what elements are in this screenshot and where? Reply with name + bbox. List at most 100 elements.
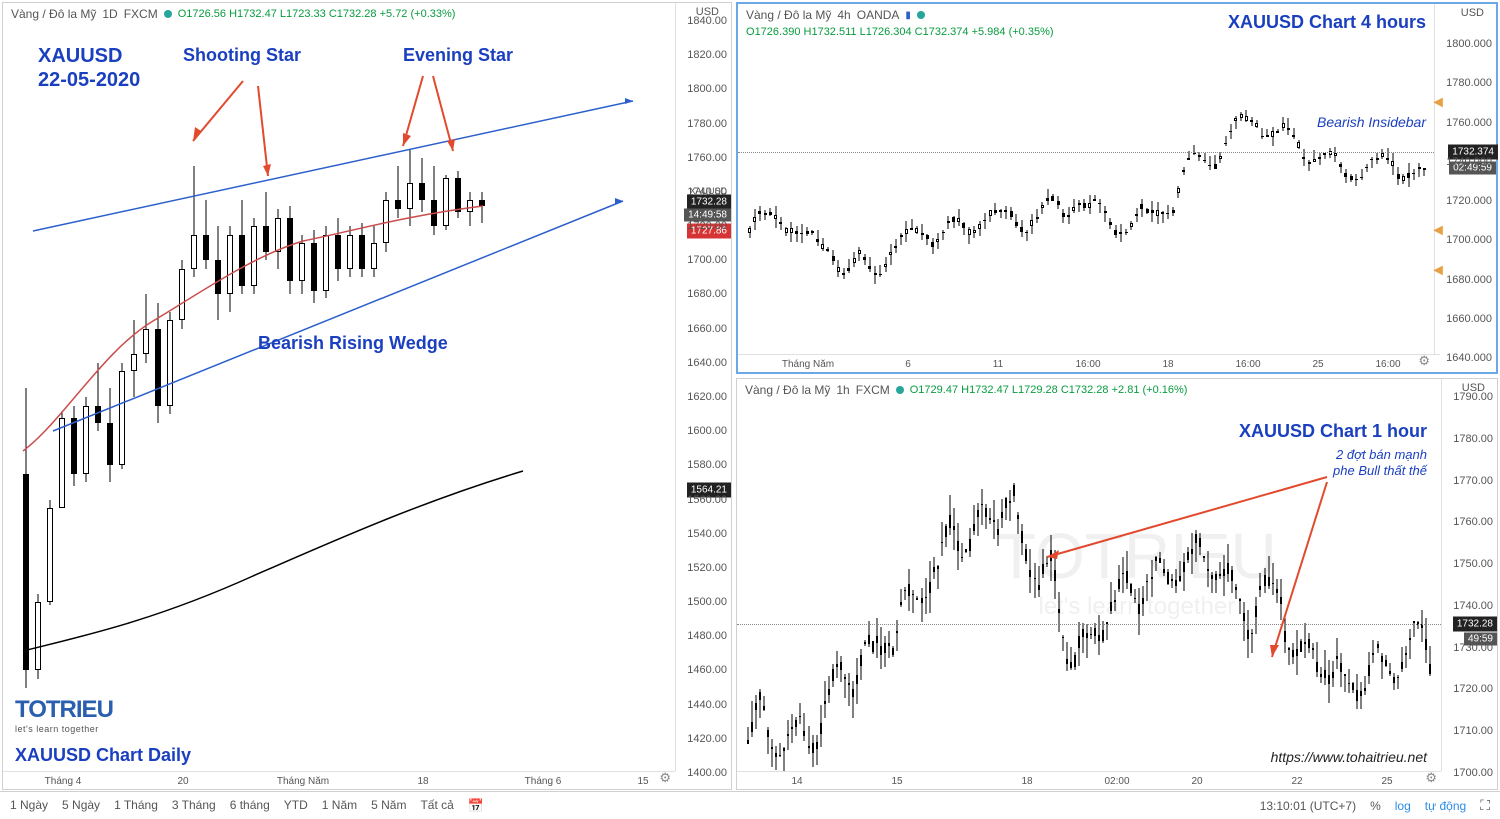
- h4-title: XAUUSD Chart 4 hours: [1228, 12, 1426, 33]
- y-tick: 1720.00: [687, 220, 727, 232]
- y-tick: 1770.00: [1453, 475, 1493, 487]
- h4-price-line: [738, 152, 1434, 153]
- h1-price-main: 1732.28: [1453, 617, 1497, 632]
- y-tick: 1730.00: [1453, 642, 1493, 654]
- y-tick: 1400.00: [687, 767, 727, 779]
- y-tick: 1540.00: [687, 528, 727, 540]
- h4-settings-gear-icon[interactable]: ⚙: [1418, 353, 1430, 369]
- daily-timeframe: 1D: [102, 7, 117, 21]
- x-tick: Tháng Năm: [277, 776, 329, 787]
- marker-icon: ◄: [1430, 262, 1446, 280]
- daily-settings-gear-icon[interactable]: ⚙: [659, 770, 671, 786]
- daily-header: Vàng / Đô la Mỹ 1D FXCM O1726.56 H1732.4…: [11, 7, 455, 21]
- y-tick: 1580.00: [687, 459, 727, 471]
- daily-candle-area[interactable]: [3, 21, 675, 771]
- y-tick: 1740.000: [1446, 156, 1492, 168]
- y-tick: 1740.00: [687, 186, 727, 198]
- logo: TOTRIEU let's learn together: [15, 696, 113, 734]
- timeframe-option[interactable]: 3 Tháng: [172, 798, 216, 814]
- x-tick: 14: [791, 776, 802, 787]
- footer-auto[interactable]: tự động: [1425, 799, 1466, 813]
- daily-shooting-star: Shooting Star: [183, 45, 301, 66]
- y-tick: 1700.00: [687, 254, 727, 266]
- daily-evening-star: Evening Star: [403, 45, 513, 66]
- marker-icon: ◄: [1430, 94, 1446, 112]
- h1-price-line: [737, 624, 1441, 625]
- calendar-icon[interactable]: 📅: [468, 798, 484, 814]
- footer-clock: 13:10:01 (UTC+7): [1260, 799, 1356, 813]
- x-tick: 25: [1381, 776, 1392, 787]
- h4-chart-panel: Vàng / Đô la Mỹ 4h OANDA ▮ O1726.390 H17…: [736, 2, 1498, 374]
- x-tick: 18: [1162, 359, 1173, 370]
- h1-ohlc: O1729.47 H1732.47 L1729.28 C1732.28 +2.8…: [910, 384, 1188, 396]
- footer-bar: 1 Ngày 5 Ngày 1 Tháng 3 Tháng 6 tháng YTD 1 Nă…: [0, 791, 1500, 819]
- y-tick: 1560.00: [687, 494, 727, 506]
- y-tick: 1820.00: [687, 49, 727, 61]
- y-tick: 1720.000: [1446, 195, 1492, 207]
- h1-timeframe: 1h: [836, 383, 849, 397]
- fullscreen-icon[interactable]: ⛶: [1480, 797, 1490, 814]
- x-tick: 18: [417, 776, 428, 787]
- marker-icon: ◄: [1430, 222, 1446, 240]
- h4-insidebar: Bearish Insidebar: [1317, 114, 1426, 130]
- daily-chart-panel: Vàng / Đô la Mỹ 1D FXCM O1726.56 H1732.4…: [2, 2, 732, 790]
- daily-x-axis: Tháng 420Tháng Năm18Tháng 615: [3, 771, 675, 789]
- y-tick: 1480.00: [687, 630, 727, 642]
- h1-chart-panel: Vàng / Đô la Mỹ 1h FXCM O1729.47 H1732.4…: [736, 378, 1498, 790]
- daily-panel-label: XAUUSD Chart Daily: [15, 745, 191, 766]
- footer-pct[interactable]: %: [1370, 799, 1381, 813]
- footer-log[interactable]: log: [1395, 799, 1411, 813]
- h1-symbol[interactable]: Vàng / Đô la Mỹ: [745, 383, 830, 397]
- x-tick: 15: [891, 776, 902, 787]
- y-tick: 1720.00: [1453, 683, 1493, 695]
- h1-settings-gear-icon[interactable]: ⚙: [1425, 770, 1437, 786]
- y-tick: 1750.00: [1453, 558, 1493, 570]
- y-tick: 1640.000: [1446, 352, 1492, 364]
- logo-tag: let's learn together: [15, 724, 113, 734]
- timeframe-option[interactable]: Tất cả: [420, 798, 453, 814]
- y-tick: 1800.000: [1446, 38, 1492, 50]
- timeframe-option[interactable]: 5 Năm: [371, 798, 406, 814]
- y-tick: 1620.00: [687, 391, 727, 403]
- x-tick: 16:00: [1075, 359, 1100, 370]
- y-tick: 1700.000: [1446, 234, 1492, 246]
- x-tick: 02:00: [1104, 776, 1129, 787]
- daily-y-axis: USD XAUUSD 1732.28 14:49:58 1727.86 1564…: [675, 3, 731, 771]
- y-tick: 1680.000: [1446, 274, 1492, 286]
- y-tick: 1680.00: [687, 288, 727, 300]
- y-tick: 1760.000: [1446, 117, 1492, 129]
- h4-y-axis: USD 1.08% 1732.374 02:49:59 ◄ ◄ ◄ 1640.0…: [1434, 4, 1496, 354]
- timeframe-option[interactable]: 1 Tháng: [114, 798, 158, 814]
- status-dot-icon: [164, 10, 172, 18]
- footer-right: 13:10:01 (UTC+7) % log tự động ⛶: [1260, 797, 1490, 814]
- y-tick: 1710.00: [1453, 725, 1493, 737]
- daily-broker: FXCM: [124, 7, 158, 21]
- h4-currency-label: USD: [1461, 7, 1484, 19]
- y-tick: 1840.00: [687, 15, 727, 27]
- timeframe-option[interactable]: 5 Ngày: [62, 798, 100, 814]
- daily-symbol[interactable]: Vàng / Đô la Mỹ: [11, 7, 96, 21]
- y-tick: 1780.00: [1453, 433, 1493, 445]
- status-dot-icon: [896, 386, 904, 394]
- h4-timeframe: 4h: [837, 8, 850, 22]
- h1-header: Vàng / Đô la Mỹ 1h FXCM O1729.47 H1732.4…: [745, 383, 1187, 397]
- timeframe-option[interactable]: 1 Năm: [322, 798, 357, 814]
- y-tick: 1800.00: [687, 83, 727, 95]
- y-tick: 1420.00: [687, 733, 727, 745]
- x-tick: 6: [905, 359, 911, 370]
- h1-note1: 2 đợt bán mạnh: [1336, 447, 1427, 462]
- timeframe-option[interactable]: 1 Ngày: [10, 798, 48, 814]
- h4-candle-area[interactable]: [738, 44, 1440, 354]
- y-tick: 1460.00: [687, 664, 727, 676]
- x-tick: 16:00: [1235, 359, 1260, 370]
- timeframe-option[interactable]: 6 tháng: [230, 798, 270, 814]
- h4-symbol[interactable]: Vàng / Đô la Mỹ: [746, 8, 831, 22]
- y-tick: 1780.000: [1446, 77, 1492, 89]
- y-tick: 1780.00: [687, 118, 727, 130]
- y-tick: 1700.00: [1453, 767, 1493, 779]
- x-tick: 20: [1191, 776, 1202, 787]
- y-tick: 1600.00: [687, 425, 727, 437]
- h4-broker: OANDA: [857, 8, 900, 22]
- y-tick: 1520.00: [687, 562, 727, 574]
- timeframe-option[interactable]: YTD: [284, 798, 308, 814]
